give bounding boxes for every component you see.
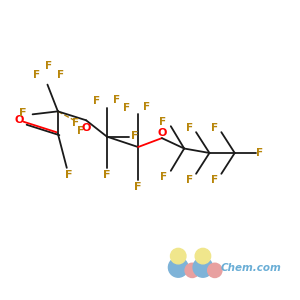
Text: F: F: [77, 126, 85, 136]
Text: F: F: [34, 70, 40, 80]
Circle shape: [170, 248, 186, 264]
Circle shape: [168, 258, 188, 277]
Circle shape: [185, 263, 199, 278]
Text: F: F: [45, 61, 52, 71]
Text: F: F: [71, 118, 79, 128]
Circle shape: [208, 263, 222, 278]
Text: F: F: [186, 123, 193, 133]
Text: Chem.com: Chem.com: [221, 263, 281, 273]
Text: F: F: [211, 175, 218, 185]
Circle shape: [193, 258, 213, 277]
Text: F: F: [211, 123, 218, 133]
Text: F: F: [103, 170, 111, 180]
Text: F: F: [113, 95, 120, 105]
Text: F: F: [143, 102, 151, 112]
Circle shape: [195, 248, 211, 264]
Text: F: F: [93, 96, 100, 106]
Text: F: F: [186, 175, 193, 185]
Text: F: F: [123, 103, 130, 113]
Text: F: F: [256, 148, 263, 158]
Text: F: F: [64, 170, 72, 180]
Text: O: O: [14, 115, 24, 125]
Text: F: F: [134, 182, 142, 192]
Text: F: F: [19, 108, 26, 118]
Text: F: F: [160, 172, 167, 182]
Text: F: F: [131, 131, 138, 141]
Text: O: O: [81, 123, 91, 133]
Text: O: O: [157, 128, 167, 138]
Text: F: F: [57, 70, 64, 80]
Text: F: F: [159, 117, 166, 127]
